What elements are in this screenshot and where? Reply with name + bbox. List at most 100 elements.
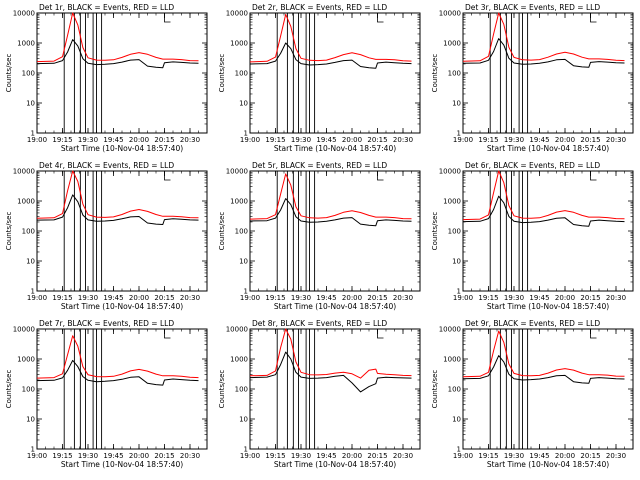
x-tick-label: 20:15 [580, 294, 600, 302]
plot-frame [462, 12, 634, 134]
x-tick-label: 19:00 [27, 452, 47, 460]
y-tick-label: 10 [239, 416, 248, 424]
plot-frame [249, 328, 421, 450]
series-line-events [36, 194, 199, 225]
y-tick-label: 10000 [439, 326, 461, 334]
y-tick-label: 10000 [439, 168, 461, 176]
y-tick-label: 10 [239, 100, 248, 108]
x-tick-label: 19:45 [529, 452, 549, 460]
y-tick-label: 1 [457, 446, 461, 454]
x-tick-label: 19:45 [529, 136, 549, 144]
panel-title: Det 4r, BLACK = Events, RED = LLD [39, 161, 174, 170]
x-tick-label: 20:30 [606, 136, 626, 144]
x-tick-label: 19:00 [453, 452, 473, 460]
x-tick-label: 19:30 [504, 136, 524, 144]
detector-panel-8: Det 8r, BLACK = Events, RED = LLD 1 10 100 1… [218, 319, 421, 469]
x-tick-label: 20:00 [342, 136, 362, 144]
y-tick-label: 10 [26, 100, 35, 108]
series-line-lld [249, 328, 412, 379]
x-tick-label: 19:15 [478, 294, 498, 302]
x-tick-label: 19:45 [103, 136, 123, 144]
y-tick-label: 10 [452, 100, 461, 108]
x-tick-label: 19:30 [504, 452, 524, 460]
panel-title: Det 1r, BLACK = Events, RED = LLD [39, 3, 174, 12]
panel-title: Det 3r, BLACK = Events, RED = LLD [465, 3, 600, 12]
y-tick-label: 100 [235, 70, 248, 78]
series-line-lld [462, 330, 625, 378]
x-axis-label: Start Time (10-Nov-04 18:57:40) [61, 460, 183, 469]
interval-bracket [377, 13, 384, 23]
y-axis-label: Counts/sec [218, 370, 226, 409]
panel-title: Det 6r, BLACK = Events, RED = LLD [465, 161, 600, 170]
x-tick-label: 20:00 [129, 136, 149, 144]
series-line-lld [36, 335, 199, 379]
x-tick-label: 20:15 [154, 294, 174, 302]
x-tick-label: 19:45 [103, 294, 123, 302]
y-axis-label: Counts/sec [5, 54, 13, 93]
detector-panel-5: Det 5r, BLACK = Events, RED = LLD 1 10 100 1… [218, 161, 421, 311]
x-tick-label: 19:15 [52, 136, 72, 144]
detector-panel-7: Det 7r, BLACK = Events, RED = LLD 1 10 100 1… [5, 319, 208, 469]
series-line-events [249, 42, 412, 69]
x-tick-label: 20:00 [129, 294, 149, 302]
y-tick-label: 100 [22, 228, 35, 236]
plot-frame [462, 170, 634, 292]
x-tick-label: 20:30 [180, 452, 200, 460]
plot-frame [36, 12, 208, 134]
panel-title: Det 9r, BLACK = Events, RED = LLD [465, 319, 600, 328]
x-tick-label: 20:30 [393, 452, 413, 460]
x-tick-label: 20:15 [367, 452, 387, 460]
x-tick-label: 20:30 [606, 294, 626, 302]
y-axis-label: Counts/sec [431, 212, 439, 251]
y-tick-label: 1000 [443, 356, 461, 364]
x-tick-label: 19:15 [478, 136, 498, 144]
y-axis-label: Counts/sec [5, 212, 13, 251]
x-axis-label: Start Time (10-Nov-04 18:57:40) [487, 460, 609, 469]
x-tick-label: 20:15 [580, 452, 600, 460]
x-tick-label: 20:15 [154, 136, 174, 144]
y-tick-label: 10000 [13, 10, 35, 18]
y-tick-label: 10000 [226, 10, 248, 18]
x-axis-label: Start Time (10-Nov-04 18:57:40) [487, 302, 609, 311]
y-tick-label: 100 [235, 386, 248, 394]
y-tick-label: 100 [448, 386, 461, 394]
series-line-lld [36, 12, 199, 63]
x-tick-label: 19:30 [504, 294, 524, 302]
x-axis-label: Start Time (10-Nov-04 18:57:40) [274, 460, 396, 469]
series-line-events [249, 198, 412, 227]
y-tick-label: 1000 [17, 40, 35, 48]
x-tick-label: 19:45 [316, 294, 336, 302]
x-tick-label: 19:45 [316, 452, 336, 460]
y-tick-label: 1 [457, 130, 461, 138]
x-tick-label: 19:45 [103, 452, 123, 460]
y-axis-label: Counts/sec [218, 212, 226, 251]
y-tick-label: 10 [239, 258, 248, 266]
x-tick-label: 19:30 [78, 136, 98, 144]
series-line-events [249, 351, 412, 393]
y-axis-label: Counts/sec [5, 370, 13, 409]
detector-panel-3: Det 3r, BLACK = Events, RED = LLD 1 10 100 1… [431, 3, 634, 153]
y-tick-label: 10000 [226, 326, 248, 334]
plot-frame [249, 170, 421, 292]
x-tick-label: 20:00 [129, 452, 149, 460]
x-tick-label: 19:30 [291, 452, 311, 460]
x-tick-label: 20:00 [555, 294, 575, 302]
x-tick-label: 19:00 [240, 294, 260, 302]
detector-panel-4: Det 4r, BLACK = Events, RED = LLD 1 10 100 1… [5, 161, 208, 311]
x-tick-label: 19:30 [291, 294, 311, 302]
series-line-lld [462, 170, 625, 221]
series-line-lld [462, 12, 625, 62]
x-tick-label: 19:00 [27, 136, 47, 144]
x-axis-label: Start Time (10-Nov-04 18:57:40) [61, 144, 183, 153]
y-tick-label: 1000 [443, 198, 461, 206]
y-tick-label: 1000 [17, 198, 35, 206]
y-tick-label: 1 [31, 288, 35, 296]
x-tick-label: 20:30 [180, 136, 200, 144]
y-tick-label: 1 [457, 288, 461, 296]
series-line-lld [36, 170, 199, 219]
x-tick-label: 19:15 [265, 136, 285, 144]
x-tick-label: 20:30 [393, 294, 413, 302]
x-tick-label: 19:00 [453, 136, 473, 144]
x-tick-label: 19:30 [78, 294, 98, 302]
detector-panel-6: Det 6r, BLACK = Events, RED = LLD 1 10 100 1… [431, 161, 634, 311]
